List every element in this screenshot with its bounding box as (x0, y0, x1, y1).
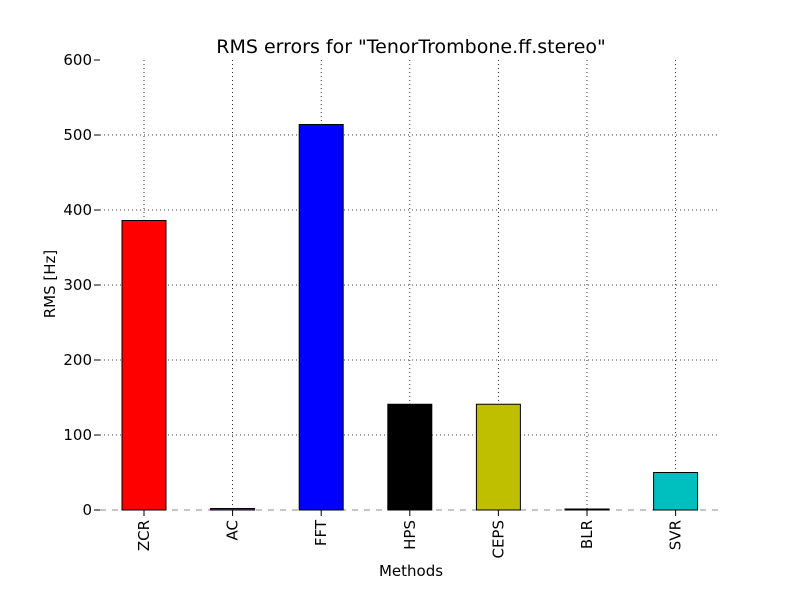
y-axis-ticks: 0 100 200 300 400 500 600 (63, 51, 100, 519)
bar-fft (298, 124, 344, 511)
x-tick-label: AC (224, 520, 242, 540)
x-axis-label: Methods (379, 562, 443, 580)
bar-hps (387, 403, 433, 511)
bar-blr (564, 508, 610, 511)
x-tick-label: CEPS (489, 520, 507, 559)
x-axis-ticks: ZCR AC FFT HPS CEPS BLR SVR (135, 510, 685, 559)
x-tick-label: HPS (401, 520, 419, 550)
y-tick-label: 0 (82, 501, 92, 519)
x-tick-label: FFT (312, 519, 330, 546)
y-tick-label: 200 (63, 351, 92, 369)
bar-svr (653, 472, 699, 511)
y-tick-label: 300 (63, 276, 92, 294)
y-tick-label: 400 (63, 201, 92, 219)
y-tick-label: 600 (63, 51, 92, 69)
y-tick-label: 100 (63, 426, 92, 444)
bar-zcr (121, 220, 167, 511)
bar-ceps (475, 403, 521, 511)
y-tick-label: 500 (63, 126, 92, 144)
x-tick-label: ZCR (135, 520, 153, 551)
x-tick-label: SVR (667, 520, 685, 550)
bars (121, 124, 699, 511)
x-tick-label: BLR (578, 520, 596, 549)
bar-ac (210, 508, 256, 511)
y-axis-label: RMS [Hz] (41, 250, 59, 319)
chart-title: RMS errors for "TenorTrombone.ff.stereo" (216, 36, 606, 58)
